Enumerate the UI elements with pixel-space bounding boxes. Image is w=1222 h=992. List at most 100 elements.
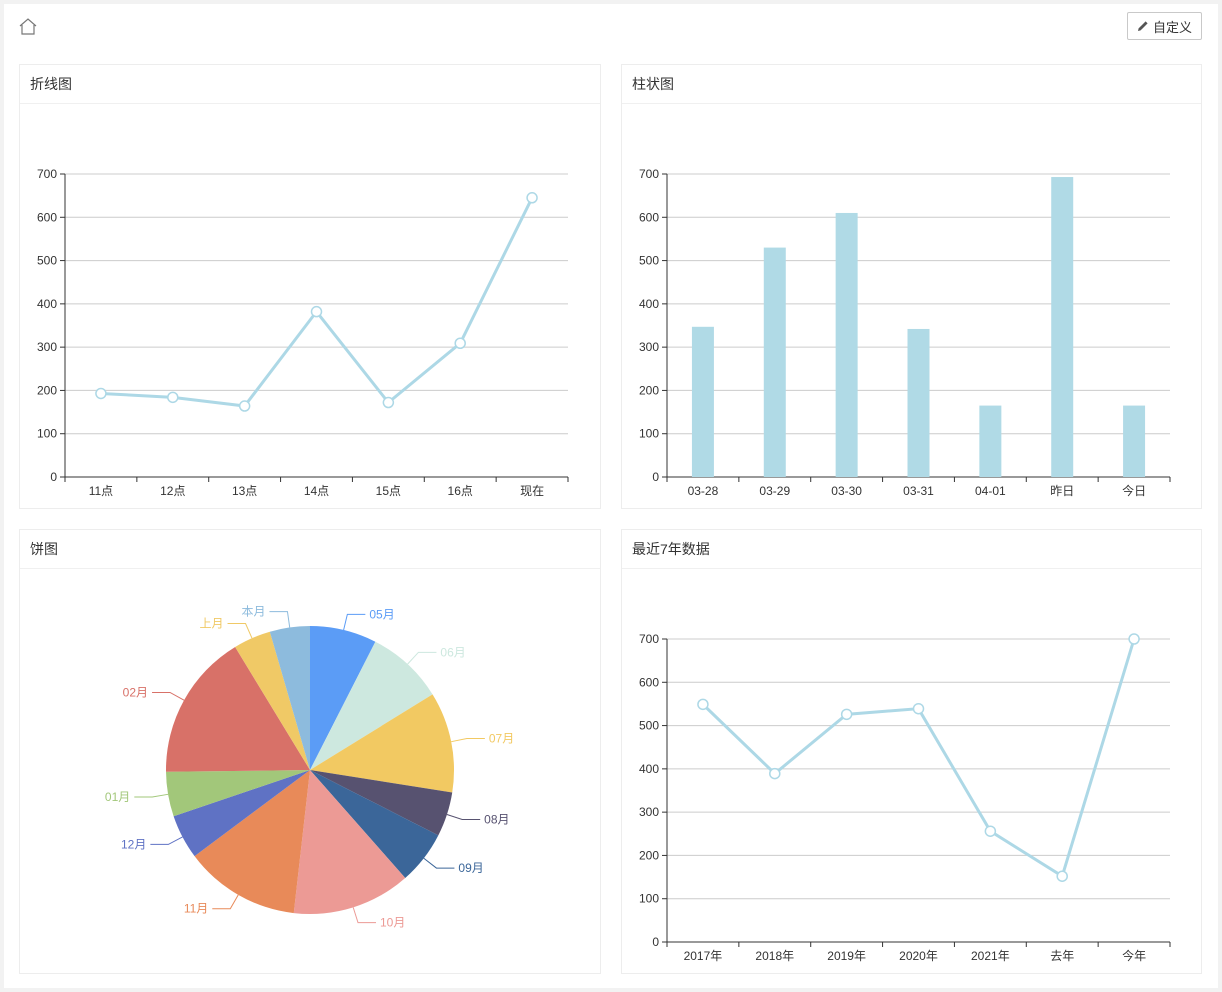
label-leader <box>212 894 239 910</box>
y-tick-label: 200 <box>639 383 659 397</box>
bar <box>835 212 858 477</box>
y-tick-label: 400 <box>639 762 659 776</box>
slice-label: 10月 <box>380 916 405 930</box>
x-tick-label: 14点 <box>304 484 329 498</box>
data-point <box>238 400 251 412</box>
y-tick-label: 0 <box>652 935 659 949</box>
x-tick-label: 昨日 <box>1050 484 1074 498</box>
x-tick-label: 16点 <box>448 484 473 498</box>
x-tick-label: 03-28 <box>688 484 719 498</box>
y-tick-label: 600 <box>639 675 659 689</box>
series-line <box>701 638 1136 879</box>
slice-label: 02月 <box>123 685 148 699</box>
y-tick-label: 100 <box>639 427 659 441</box>
home-icon[interactable] <box>18 17 38 37</box>
slice-label: 上月 <box>200 617 224 631</box>
card-title: 最近7年数据 <box>622 530 1201 569</box>
x-tick-label: 2021年 <box>971 949 1010 963</box>
card-title: 饼图 <box>20 530 600 569</box>
data-point <box>769 767 781 780</box>
pencil-icon <box>1137 21 1148 31</box>
card-title: 折线图 <box>20 65 600 104</box>
series-line <box>100 197 534 408</box>
y-tick-label: 500 <box>639 254 659 268</box>
y-tick-label: 0 <box>50 470 57 484</box>
data-point <box>840 708 853 721</box>
yearly-chart-card: 最近7年数据 0 100 200 300 400 500 600 700 2017年 2018年 2… <box>621 529 1202 974</box>
y-tick-label: 500 <box>639 719 659 733</box>
x-tick-label: 03-29 <box>759 484 790 498</box>
pie-slice <box>293 770 406 914</box>
x-tick-label: 现在 <box>520 484 544 498</box>
customize-label: 自定义 <box>1152 19 1192 35</box>
bar <box>691 326 714 477</box>
pie-slice <box>310 770 453 836</box>
x-tick-label: 今年 <box>1122 948 1146 963</box>
monthly-pie-chart: 05月 06月 07月 08月 09月 10月 11月 12月 01月 02月 上月 本月 <box>105 605 514 930</box>
pie-slice <box>310 694 454 793</box>
y-tick-label: 100 <box>639 892 659 906</box>
slice-label: 12月 <box>121 837 146 851</box>
x-tick-label: 12点 <box>160 484 185 498</box>
y-tick-label: 200 <box>639 848 659 862</box>
slice-label: 08月 <box>484 812 509 826</box>
x-tick-label: 13点 <box>232 484 257 498</box>
bar <box>1051 177 1074 477</box>
y-tick-label: 300 <box>639 340 659 354</box>
data-point <box>1128 633 1140 645</box>
label-leader <box>423 857 455 869</box>
data-point <box>167 391 179 404</box>
x-tick-label: 03-31 <box>903 484 934 498</box>
data-point <box>310 305 323 318</box>
x-tick-label: 去年 <box>1050 949 1074 963</box>
data-point <box>1056 870 1068 882</box>
y-tick-label: 700 <box>639 167 659 181</box>
x-tick-label: 2017年 <box>684 949 723 963</box>
y-tick-label: 400 <box>37 297 57 311</box>
x-tick-label: 2018年 <box>755 949 794 963</box>
label-leader <box>269 611 291 628</box>
y-tick-label: 600 <box>639 210 659 224</box>
label-leader <box>152 691 185 701</box>
slice-label: 07月 <box>489 732 514 746</box>
y-tick-label: 200 <box>37 383 57 397</box>
data-point <box>382 396 395 409</box>
label-leader <box>343 613 366 631</box>
x-tick-label: 2020年 <box>899 949 938 963</box>
dashboard-content: 折线图 0 100 200 300 400 500 600 700 11点 12点 13点 14点 15… <box>4 52 1218 988</box>
yearly-line-chart: 0 100 200 300 400 500 600 700 2017年 2018年 2019年 202… <box>639 632 1171 963</box>
pie-slice <box>310 641 433 770</box>
pie-slice <box>235 631 310 770</box>
x-tick-label: 2019年 <box>827 949 866 963</box>
top-toolbar: 自定义 <box>4 4 1218 53</box>
pie-slice <box>310 770 439 879</box>
label-leader <box>407 651 437 665</box>
pie-slice <box>166 646 310 772</box>
slice-label: 本月 <box>241 605 265 619</box>
bar <box>763 247 786 477</box>
y-tick-label: 500 <box>37 254 57 268</box>
x-tick-label: 今日 <box>1122 483 1146 498</box>
label-leader <box>446 814 481 820</box>
y-tick-label: 300 <box>639 805 659 819</box>
y-tick-label: 600 <box>37 210 57 224</box>
daily-bar-chart: 0 100 200 300 400 500 600 700 03-28 03-29 03-30 03-… <box>639 167 1171 498</box>
pie-slice <box>310 626 376 770</box>
x-tick-label: 04-01 <box>975 484 1006 498</box>
bar <box>907 328 930 477</box>
customize-button[interactable]: 自定义 <box>1127 12 1202 40</box>
pie-slice <box>173 770 310 857</box>
data-point <box>454 337 466 349</box>
slice-label: 09月 <box>458 861 483 875</box>
pie-slice <box>166 770 310 817</box>
pie-slice <box>269 626 310 770</box>
label-leader <box>451 738 485 743</box>
data-point <box>95 387 107 400</box>
data-point <box>697 698 709 711</box>
pie-slice <box>194 770 310 914</box>
label-leader <box>134 793 169 798</box>
data-point <box>526 192 538 204</box>
data-point <box>912 702 925 715</box>
label-leader <box>227 623 253 639</box>
slice-label: 11月 <box>184 902 208 916</box>
